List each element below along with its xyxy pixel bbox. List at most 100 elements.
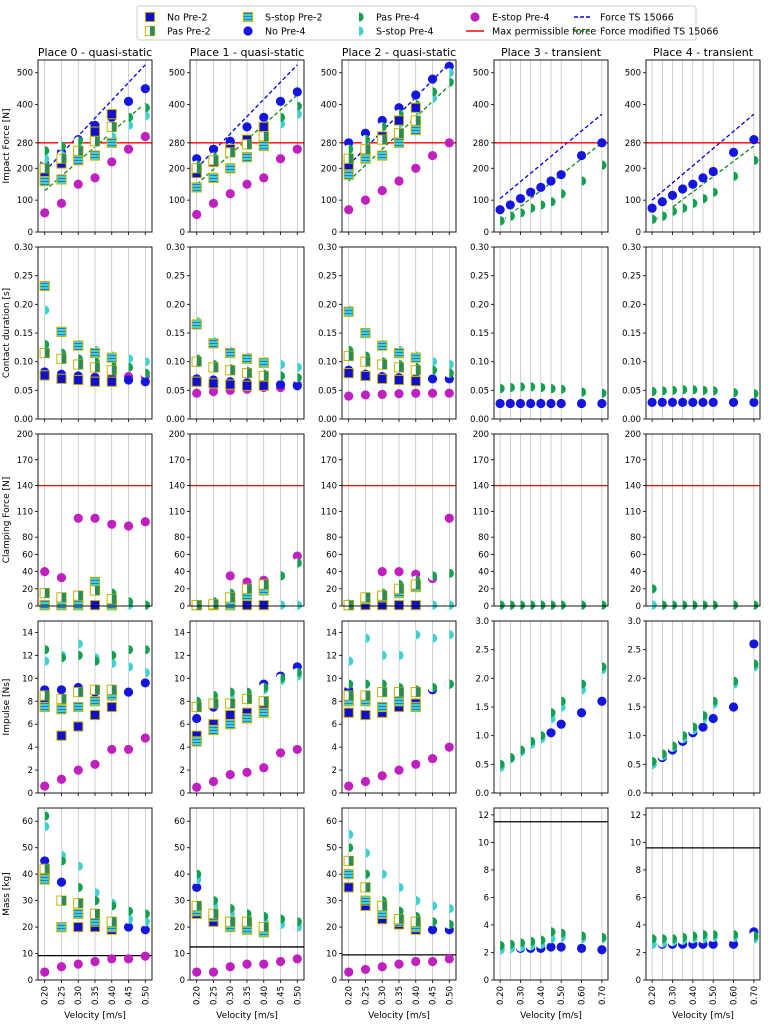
data-point: [678, 731, 688, 741]
marker-body: [292, 144, 302, 154]
x-tick-label: 0.30: [226, 986, 236, 1005]
marker-fill: [561, 600, 566, 610]
data-point: [225, 365, 236, 376]
legend-label: Pas Pre-2: [167, 27, 211, 38]
marker-fill: [230, 147, 235, 157]
marker-body: [394, 765, 404, 775]
marker-fill: [672, 600, 678, 610]
y-tick-label: 200: [473, 164, 489, 174]
marker-fill: [520, 208, 526, 218]
data-point: [40, 656, 50, 666]
data-point: [728, 147, 739, 157]
marker-body: [444, 61, 454, 71]
marker-body: [427, 754, 438, 764]
marker-fill: [415, 917, 421, 927]
data-point: [140, 131, 150, 142]
data-point: [208, 155, 219, 166]
marker-body: [242, 122, 252, 132]
series-s-stop-pre-2: [343, 306, 421, 363]
data-point: [556, 696, 566, 706]
y-tick-label: 2: [636, 948, 641, 958]
x-tick-label: 0.35: [91, 986, 101, 1005]
y-tick-label: 0: [484, 602, 489, 612]
marker-fill: [61, 653, 67, 663]
marker-fill: [415, 115, 421, 126]
marker-body: [698, 173, 708, 183]
data-point: [89, 585, 101, 596]
panel-clamping-force-n-place-3-transient: 0 20 40 60 80 110 140 170 200: [473, 430, 609, 612]
data-point: [495, 941, 505, 951]
marker-fill: [247, 909, 252, 919]
marker-body: [647, 203, 657, 213]
data-point: [140, 668, 150, 678]
marker-body: [107, 157, 117, 167]
marker-body: [73, 374, 84, 386]
marker-body: [360, 895, 371, 906]
data-point: [647, 386, 657, 397]
y-tick-label: 0.00: [318, 415, 337, 425]
marker-fill: [44, 864, 50, 874]
marker-fill: [510, 752, 515, 763]
data-point: [73, 861, 83, 871]
marker-fill: [432, 365, 438, 375]
panel-impact-force-n-place-4-transient: 0 100 200 280 400 500: [625, 59, 761, 238]
data-point: [225, 687, 235, 697]
data-point: [546, 600, 556, 610]
data-point: [343, 350, 354, 362]
data-point: [394, 176, 404, 186]
marker-fill: [365, 882, 371, 892]
data-point: [410, 579, 421, 590]
y-tick-label: 280: [169, 139, 185, 149]
data-point: [140, 733, 150, 743]
data-point: [597, 388, 607, 398]
data-point: [495, 600, 505, 610]
y-tick-label: 0: [28, 228, 33, 238]
y-tick-label: 20: [326, 923, 337, 933]
y-tick-label: 100: [321, 196, 337, 206]
marker-body: [192, 967, 202, 977]
data-point: [140, 678, 150, 688]
data-point: [242, 122, 252, 132]
data-point: [444, 368, 454, 378]
data-point: [90, 956, 100, 967]
data-point: [377, 686, 388, 698]
legend-entry-s-stop-pre-2: S-stop Pre-2: [242, 11, 323, 24]
data-point: [259, 911, 269, 922]
marker-body: [393, 600, 405, 611]
marker-fill: [365, 679, 371, 689]
y-tick-label: 40: [326, 870, 337, 880]
data-point: [225, 962, 235, 972]
y-tick-label: 200: [321, 430, 337, 440]
marker-body: [140, 131, 150, 142]
marker-body: [56, 685, 67, 695]
data-point: [688, 600, 698, 610]
series-pas-pre-4: [647, 385, 759, 399]
y-tick-label: 0.10: [470, 358, 489, 368]
y-tick-label: 0: [636, 228, 641, 238]
plot-frame: [189, 620, 305, 794]
panel-mass-kg-place-3-transient: 0 2 4 6 8 10 12 0.20 0.30 0.40 0.50 0.60 0.70: [478, 807, 609, 1005]
panel-mass-kg-place-0-quasi-static: 0 10 20 30 40 50 60 0.20 0.25 0.30 0.35 0.40 0.45 0.5…: [22, 807, 153, 1005]
series-pas-pre-2: [39, 347, 117, 376]
marker-body: [292, 381, 302, 391]
marker-fill: [213, 155, 219, 165]
data-point: [292, 551, 302, 561]
data-point: [536, 731, 546, 741]
y-tick-label: 0.30: [318, 243, 337, 253]
data-point: [106, 109, 117, 120]
data-point: [410, 115, 421, 126]
series-s-stop-pre-2: [39, 690, 117, 715]
marker-fill: [297, 917, 302, 927]
marker-fill: [213, 599, 219, 609]
data-point: [444, 568, 454, 578]
marker-fill: [111, 650, 117, 660]
marker-body: [39, 370, 50, 381]
data-point: [427, 571, 438, 581]
marker-body: [191, 736, 202, 747]
marker-body: [728, 939, 739, 949]
data-point: [688, 931, 698, 941]
marker-body: [89, 600, 101, 611]
marker-fill: [382, 135, 387, 145]
y-tick-label: 0: [180, 602, 185, 612]
data-point: [515, 600, 526, 610]
